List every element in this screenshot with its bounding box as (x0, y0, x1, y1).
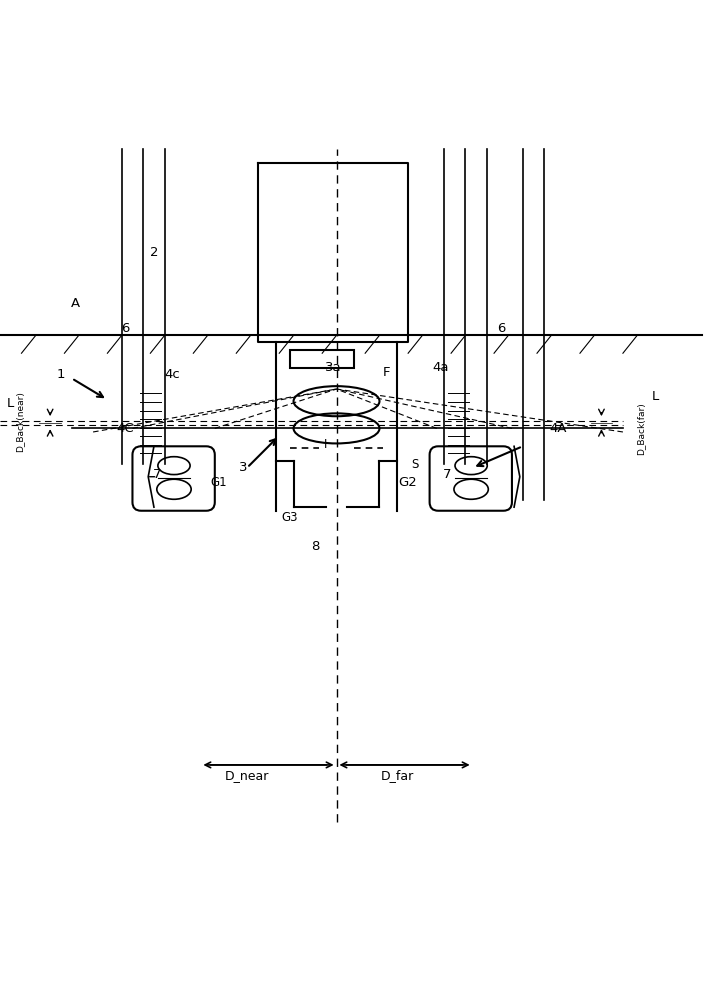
Bar (290, 350, 354, 368)
Text: D_Back(far): D_Back(far) (637, 402, 645, 455)
Text: 4A: 4A (550, 422, 567, 435)
Text: 1: 1 (57, 368, 65, 381)
Text: G1: G1 (210, 476, 227, 489)
Text: D_Back(near): D_Back(near) (16, 391, 24, 452)
Text: I: I (324, 438, 327, 451)
Text: 3a: 3a (324, 361, 342, 374)
Text: F: F (383, 366, 390, 379)
Text: 7: 7 (443, 468, 452, 481)
Text: 6: 6 (497, 322, 505, 335)
Text: L: L (652, 390, 659, 403)
Text: L: L (7, 397, 14, 410)
Text: 3: 3 (239, 461, 248, 474)
Text: 8: 8 (311, 540, 319, 553)
Text: G2: G2 (399, 476, 417, 489)
Text: D_near: D_near (225, 769, 269, 782)
Text: G3: G3 (281, 511, 299, 524)
Text: 2: 2 (150, 246, 158, 259)
Text: 4a: 4a (432, 361, 449, 374)
Text: 6: 6 (121, 322, 130, 335)
Text: D_far: D_far (381, 769, 414, 782)
Text: 4c: 4c (164, 368, 180, 381)
Text: A: A (71, 297, 79, 310)
Text: 7: 7 (153, 468, 162, 481)
Text: 4C: 4C (117, 422, 134, 435)
Text: S: S (412, 458, 419, 471)
